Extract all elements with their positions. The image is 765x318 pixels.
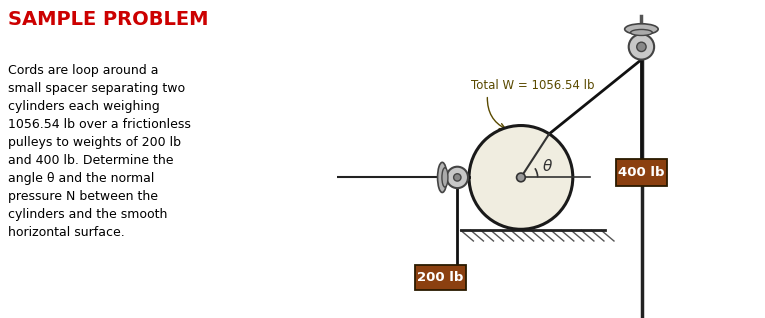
Circle shape — [454, 174, 461, 181]
Text: Total W = 1056.54 lb: Total W = 1056.54 lb — [470, 79, 594, 92]
Text: 400 lb: 400 lb — [618, 166, 665, 179]
Ellipse shape — [625, 24, 658, 34]
Text: Cords are loop around a
small spacer separating two
cylinders each weighing
1056: Cords are loop around a small spacer sep… — [8, 64, 191, 238]
FancyBboxPatch shape — [617, 159, 666, 186]
Circle shape — [447, 167, 468, 188]
FancyBboxPatch shape — [415, 265, 466, 290]
Circle shape — [636, 42, 646, 52]
Text: θ: θ — [542, 159, 552, 174]
Text: 200 lb: 200 lb — [418, 271, 464, 284]
Circle shape — [469, 126, 573, 229]
Circle shape — [629, 34, 654, 59]
Circle shape — [516, 173, 526, 182]
Ellipse shape — [438, 162, 447, 192]
Ellipse shape — [442, 168, 448, 187]
Text: SAMPLE PROBLEM: SAMPLE PROBLEM — [8, 10, 209, 29]
Ellipse shape — [630, 30, 653, 36]
